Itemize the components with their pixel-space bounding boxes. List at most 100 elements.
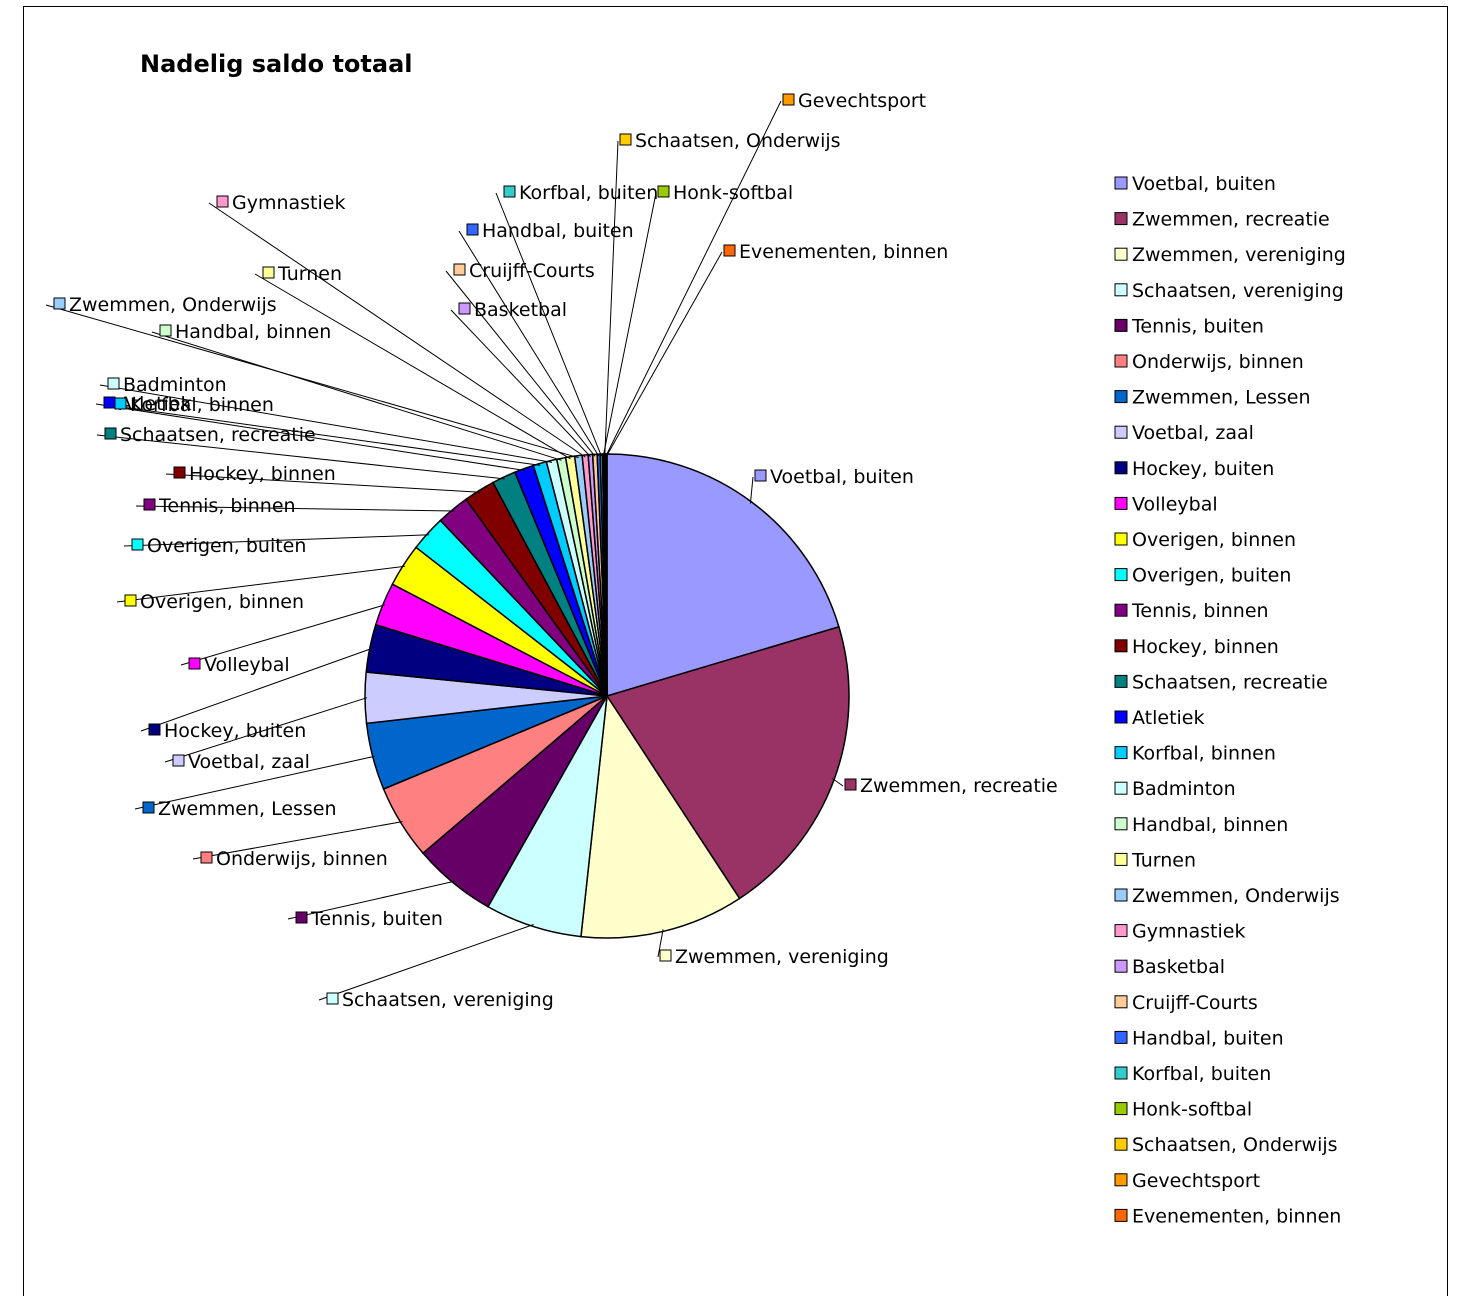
pie-slices bbox=[364, 453, 850, 939]
slice-label-evenementen-binnen: Evenementen, binnen bbox=[739, 241, 948, 263]
legend-entry-atletiek: Atletiek bbox=[1132, 707, 1205, 729]
legend-swatch-zwemmen-recreatie bbox=[1114, 212, 1128, 226]
label-swatch-overigen-binnen bbox=[124, 594, 137, 607]
label-swatch-turnen bbox=[262, 266, 275, 279]
leader-gymnastiek bbox=[208, 202, 586, 458]
legend-swatch-gymnastiek bbox=[1114, 924, 1128, 938]
leader-basketbal bbox=[450, 309, 591, 457]
slice-label-korfbal-buiten: Korfbal, buiten bbox=[519, 182, 658, 204]
leader-cruijff-courts bbox=[445, 270, 596, 457]
label-swatch-zwemmen-onderwijs bbox=[53, 297, 66, 310]
legend-swatch-korfbal-binnen bbox=[1114, 746, 1128, 760]
label-swatch-zwemmen-recreatie bbox=[844, 778, 857, 791]
label-swatch-schaatsen-onderwijs bbox=[619, 133, 632, 146]
slice-evenementen-binnen bbox=[605, 453, 608, 697]
leader-schaatsen-onderwijs bbox=[604, 140, 619, 457]
slice-label-volleybal: Volleybal bbox=[204, 654, 290, 676]
legend-swatch-schaatsen-vereniging bbox=[1114, 283, 1128, 297]
legend-swatch-gevechtsport bbox=[1114, 1173, 1128, 1187]
label-swatch-tennis-buiten bbox=[295, 911, 308, 924]
legend-entry-handbal-binnen: Handbal, binnen bbox=[1132, 814, 1288, 836]
legend-swatch-schaatsen-onderwijs bbox=[1114, 1137, 1128, 1151]
legend-entry-handbal-buiten: Handbal, buiten bbox=[1132, 1027, 1284, 1049]
slice-label-onderwijs-binnen: Onderwijs, binnen bbox=[216, 848, 388, 870]
legend-entry-turnen: Turnen bbox=[1131, 849, 1196, 871]
legend-swatch-tennis-buiten bbox=[1114, 318, 1128, 332]
label-swatch-korfbal-binnen bbox=[114, 397, 127, 410]
legend-swatch-tennis-binnen bbox=[1114, 603, 1128, 617]
legend-entry-overigen-buiten: Overigen, buiten bbox=[1132, 565, 1291, 587]
slice-label-zwemmen-vereniging: Zwemmen, vereniging bbox=[675, 946, 889, 968]
label-swatch-evenementen-binnen bbox=[723, 244, 736, 257]
legend-swatch-atletiek bbox=[1114, 710, 1128, 724]
legend-swatch-overigen-buiten bbox=[1114, 568, 1128, 582]
legend-swatch-honk-softbal bbox=[1114, 1102, 1128, 1116]
label-swatch-korfbal-buiten bbox=[503, 185, 516, 198]
legend-swatch-volleybal bbox=[1114, 496, 1128, 510]
legend-entry-cruijff-courts: Cruijff-Courts bbox=[1132, 992, 1258, 1014]
legend-entry-voetbal-zaal: Voetbal, zaal bbox=[1132, 422, 1254, 444]
slice-zwemmen-vereniging bbox=[580, 693, 741, 939]
slice-label-gymnastiek: Gymnastiek bbox=[232, 192, 345, 214]
slice-zwemmen-recreatie bbox=[605, 625, 850, 900]
label-swatch-voetbal-buiten bbox=[754, 469, 767, 482]
leader-hockey-buiten bbox=[140, 648, 372, 732]
slice-label-basketbal: Basketbal bbox=[474, 299, 567, 321]
slice-label-zwemmen-lessen: Zwemmen, Lessen bbox=[158, 798, 337, 820]
leader-lines bbox=[45, 100, 844, 1001]
legend-swatch-basketbal bbox=[1114, 959, 1128, 973]
label-swatch-volleybal bbox=[188, 657, 201, 670]
legend-entry-zwemmen-lessen: Zwemmen, Lessen bbox=[1132, 387, 1311, 409]
label-swatch-schaatsen-vereniging bbox=[326, 992, 339, 1005]
label-swatch-hockey-binnen bbox=[173, 466, 186, 479]
slice-label-voetbal-zaal: Voetbal, zaal bbox=[188, 751, 310, 773]
label-swatch-handbal-binnen bbox=[159, 324, 172, 337]
legend-entry-tennis-binnen: Tennis, binnen bbox=[1131, 600, 1269, 622]
slice-label-atletiek: Atletiek bbox=[119, 393, 192, 415]
slice-label-cruijff-courts: Cruijff-Courts bbox=[469, 260, 595, 282]
legend-entry-korfbal-buiten: Korfbal, buiten bbox=[1132, 1063, 1271, 1085]
legend-swatch-badminton bbox=[1114, 781, 1128, 795]
leader-overigen-binnen bbox=[116, 565, 406, 603]
leader-schaatsen-vereniging bbox=[318, 924, 534, 1001]
slice-label-hockey-binnen: Hockey, binnen bbox=[189, 463, 336, 485]
leader-handbal-binnen bbox=[151, 331, 562, 461]
legend-entry-gevechtsport: Gevechtsport bbox=[1132, 1170, 1260, 1192]
legend-swatch-cruijff-courts bbox=[1114, 995, 1128, 1009]
slice-label-schaatsen-vereniging: Schaatsen, vereniging bbox=[342, 989, 554, 1011]
legend-entry-schaatsen-vereniging: Schaatsen, vereniging bbox=[1132, 280, 1344, 302]
legend-entry-volleybal: Volleybal bbox=[1132, 493, 1218, 515]
legend-swatch-schaatsen-recreatie bbox=[1114, 674, 1128, 688]
leader-voetbal-zaal bbox=[164, 697, 368, 763]
legend-entry-gymnastiek: Gymnastiek bbox=[1132, 921, 1245, 943]
legend: Voetbal, buiten Zwemmen, recreatie Zwemmen… bbox=[1114, 173, 1346, 1227]
slice-label-overigen-buiten: Overigen, buiten bbox=[147, 535, 306, 557]
legend-swatch-handbal-binnen bbox=[1114, 817, 1128, 831]
label-swatch-hockey-buiten bbox=[148, 723, 161, 736]
legend-swatch-evenementen-binnen bbox=[1114, 1208, 1128, 1222]
label-swatch-overigen-buiten bbox=[131, 538, 144, 551]
leader-evenementen-binnen bbox=[606, 251, 723, 457]
legend-swatch-handbal-buiten bbox=[1114, 1030, 1128, 1044]
legend-entry-overigen-binnen: Overigen, binnen bbox=[1132, 529, 1296, 551]
slice-label-handbal-buiten: Handbal, buiten bbox=[482, 220, 634, 242]
slice-label-schaatsen-onderwijs: Schaatsen, Onderwijs bbox=[635, 130, 841, 152]
label-swatch-gevechtsport bbox=[782, 93, 795, 106]
slice-label-tennis-binnen: Tennis, binnen bbox=[158, 495, 296, 517]
legend-entry-hockey-binnen: Hockey, binnen bbox=[1132, 636, 1279, 658]
legend-swatch-zwemmen-onderwijs bbox=[1114, 888, 1128, 902]
label-swatch-handbal-buiten bbox=[466, 223, 479, 236]
legend-entry-honk-softbal: Honk-softbal bbox=[1132, 1099, 1252, 1121]
slice-label-hockey-buiten: Hockey, buiten bbox=[164, 720, 306, 742]
slice-label-zwemmen-recreatie: Zwemmen, recreatie bbox=[860, 775, 1058, 797]
label-swatch-badminton bbox=[107, 377, 120, 390]
slice-labels: Voetbal, buiten Zwemmen, recreatie Zwemmen… bbox=[53, 90, 1058, 1011]
slice-label-badminton: Badminton bbox=[123, 374, 227, 396]
label-swatch-honk-softbal bbox=[657, 185, 670, 198]
leader-onderwijs-binnen bbox=[192, 821, 403, 860]
leader-zwemmen-vereniging bbox=[657, 929, 664, 958]
leader-handbal-buiten bbox=[458, 230, 600, 457]
leader-tennis-buiten bbox=[287, 880, 455, 920]
legend-entry-evenementen-binnen: Evenementen, binnen bbox=[1132, 1205, 1341, 1227]
